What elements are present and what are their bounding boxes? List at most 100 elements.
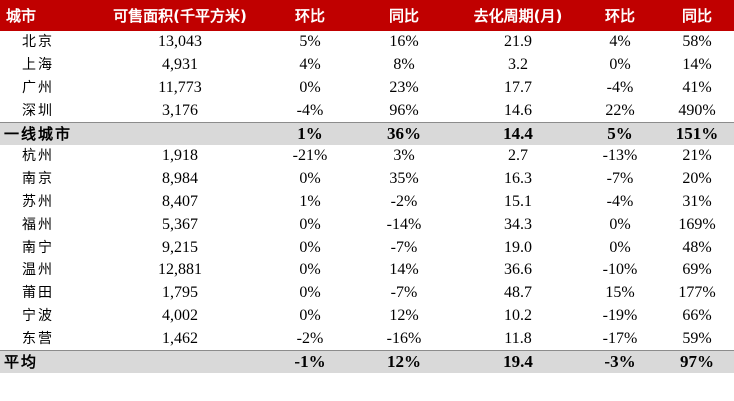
cell-area: 1,795 [162,284,198,302]
cell-cycle: 14.6 [504,101,532,119]
cell-cycle-yoy: 31% [682,192,712,210]
cell-area-yoy: 3% [393,147,415,165]
cell-city: 宁波 [22,307,54,324]
cell-cycle: 19.0 [504,238,532,256]
cell-cycle-mom: 0% [609,215,631,233]
cell-cycle-yoy: 177% [678,284,716,302]
cell-area-yoy: 23% [389,78,419,96]
cell-city: 福州 [22,216,54,233]
table-row: 东营 1,462 -2% -16% 11.8 -17% 59% [0,327,734,350]
cell-area-yoy: -7% [390,238,418,256]
cell-cycle: 11.8 [504,329,532,347]
cell-area-mom: 0% [299,284,321,302]
cell-cycle-yoy: 58% [682,33,712,51]
cell-city: 杭州 [22,148,54,165]
cell-cycle: 2.7 [508,147,528,165]
cell-area-mom: 0% [299,215,321,233]
cell-area-yoy: -16% [386,329,422,347]
table-row: 深圳 3,176 -4% 96% 14.6 22% 490% [0,99,734,122]
cell-area-mom: 5% [299,33,321,51]
cell-cycle: 16.3 [504,170,532,188]
table-row: 北京 13,043 5% 16% 21.9 4% 58% [0,31,734,54]
table-row: 南京 8,984 0% 35% 16.3 -7% 20% [0,168,734,191]
cell-cycle-yoy: 41% [682,78,712,96]
cell-area: 8,407 [162,192,198,210]
cell-city: 南京 [22,171,54,188]
header-cycle-mom: 环比 [580,0,660,31]
cell-area-mom: -2% [296,329,324,347]
cell-area-yoy: -14% [386,215,422,233]
cell-cycle-yoy: 97% [660,349,734,373]
cell-area-mom: -21% [292,147,328,165]
cell-area-mom: 1% [268,121,352,145]
cell-area-mom: 0% [299,170,321,188]
header-cycle-yoy: 同比 [660,0,734,31]
table-row: 广州 11,773 0% 23% 17.7 -4% 41% [0,77,734,100]
cell-cycle-yoy: 66% [682,306,712,324]
cell-cycle-mom: 15% [605,284,635,302]
cell-cycle-yoy: 48% [682,238,712,256]
cell-area: 1,918 [162,147,198,165]
header-city: 城市 [0,0,92,31]
table-row: 上海 4,931 4% 8% 3.2 0% 14% [0,54,734,77]
cell-cycle-yoy: 59% [682,329,712,347]
cell-area-mom: -1% [268,349,352,373]
cell-cycle: 3.2 [508,56,528,74]
cell-area: 4,931 [162,56,198,74]
cell-city: 上海 [22,57,54,74]
cell-cycle-mom: 5% [580,121,660,145]
inventory-table: 城市 可售面积(千平方米) 环比 同比 去化周期(月) 环比 同比 北京 13,0… [0,0,734,373]
cell-cycle: 10.2 [504,306,532,324]
cell-area: 4,002 [162,306,198,324]
cell-cycle-yoy: 20% [682,170,712,188]
cell-area: 12,881 [158,261,202,279]
cell-area: 9,215 [162,238,198,256]
cell-area-yoy: 12% [389,306,419,324]
table-row: 杭州 1,918 -21% 3% 2.7 -13% 21% [0,145,734,168]
header-cycle: 去化周期(月) [456,0,580,31]
cell-area-mom: 4% [299,56,321,74]
cell-cycle-mom: -13% [602,147,638,165]
cell-area-yoy: -7% [390,284,418,302]
cell-cycle-mom: 4% [609,33,631,51]
cell-cycle: 48.7 [504,284,532,302]
cell-city: 南宁 [22,239,54,256]
cell-cycle-yoy: 21% [682,147,712,165]
cell-area-mom: 0% [299,306,321,324]
cell-cycle: 15.1 [504,192,532,210]
cell-area: 5,367 [162,215,198,233]
cell-cycle-yoy: 14% [682,56,712,74]
cell-area: 8,984 [162,170,198,188]
cell-area-yoy: 12% [352,349,456,373]
cell-cycle-mom: 22% [605,101,635,119]
cell-cycle-mom: -4% [606,192,634,210]
cell-area-mom: 0% [299,78,321,96]
header-row: 城市 可售面积(千平方米) 环比 同比 去化周期(月) 环比 同比 [0,0,734,31]
cell-cycle-mom: -4% [606,78,634,96]
cell-cycle-yoy: 69% [682,261,712,279]
cell-cycle: 19.4 [456,349,580,373]
table-body: 北京 13,043 5% 16% 21.9 4% 58% 上海 4,931 4% 8% 3.2 0% 14… [0,31,734,373]
summary-row: 平均 -1% 12% 19.4 -3% 97% [0,349,734,373]
cell-area-mom: -4% [296,101,324,119]
cell-area-yoy: -2% [390,192,418,210]
cell-city: 东营 [22,330,54,347]
table-row: 莆田 1,795 0% -7% 48.7 15% 177% [0,282,734,305]
table-row: 苏州 8,407 1% -2% 15.1 -4% 31% [0,191,734,214]
cell-cycle: 36.6 [504,261,532,279]
cell-cycle: 17.7 [504,78,532,96]
cell-area [92,349,268,373]
cell-area-mom: 0% [299,238,321,256]
cell-area: 3,176 [162,101,198,119]
cell-area [92,121,268,145]
cell-cycle: 34.3 [504,215,532,233]
cell-area-yoy: 35% [389,170,419,188]
cell-city: 一线城市 [0,121,92,145]
cell-cycle-mom: -19% [602,306,638,324]
cell-area-mom: 0% [299,261,321,279]
cell-cycle: 21.9 [504,33,532,51]
cell-city: 苏州 [22,193,54,210]
cell-city: 平均 [0,349,92,373]
header-area-yoy: 同比 [352,0,456,31]
cell-city: 北京 [22,34,54,51]
